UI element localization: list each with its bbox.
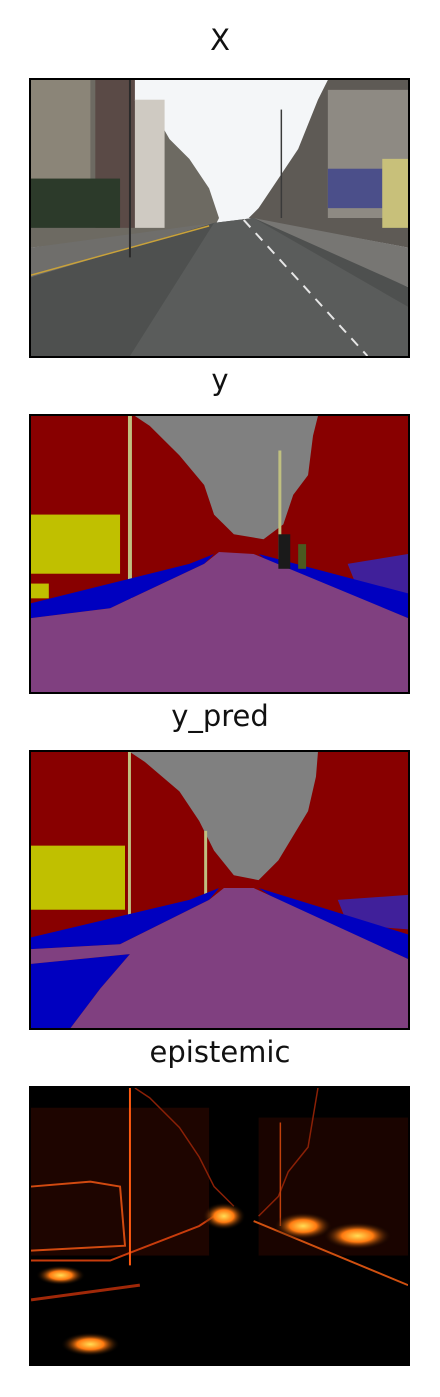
epistemic-uncertainty-map [31, 1088, 408, 1364]
panel-title-y: y [211, 363, 229, 397]
panel-title-x: X [210, 23, 230, 57]
prediction-panel [29, 750, 410, 1030]
panel-title-y-pred: y_pred [171, 699, 269, 733]
input-image-panel [29, 78, 410, 358]
street-photo [31, 80, 408, 356]
uncertainty-panel [29, 1086, 410, 1366]
ground-truth-segmentation [31, 416, 408, 692]
predicted-segmentation [31, 752, 408, 1028]
ground-truth-panel [29, 414, 410, 694]
panel-title-epistemic: epistemic [149, 1035, 291, 1069]
